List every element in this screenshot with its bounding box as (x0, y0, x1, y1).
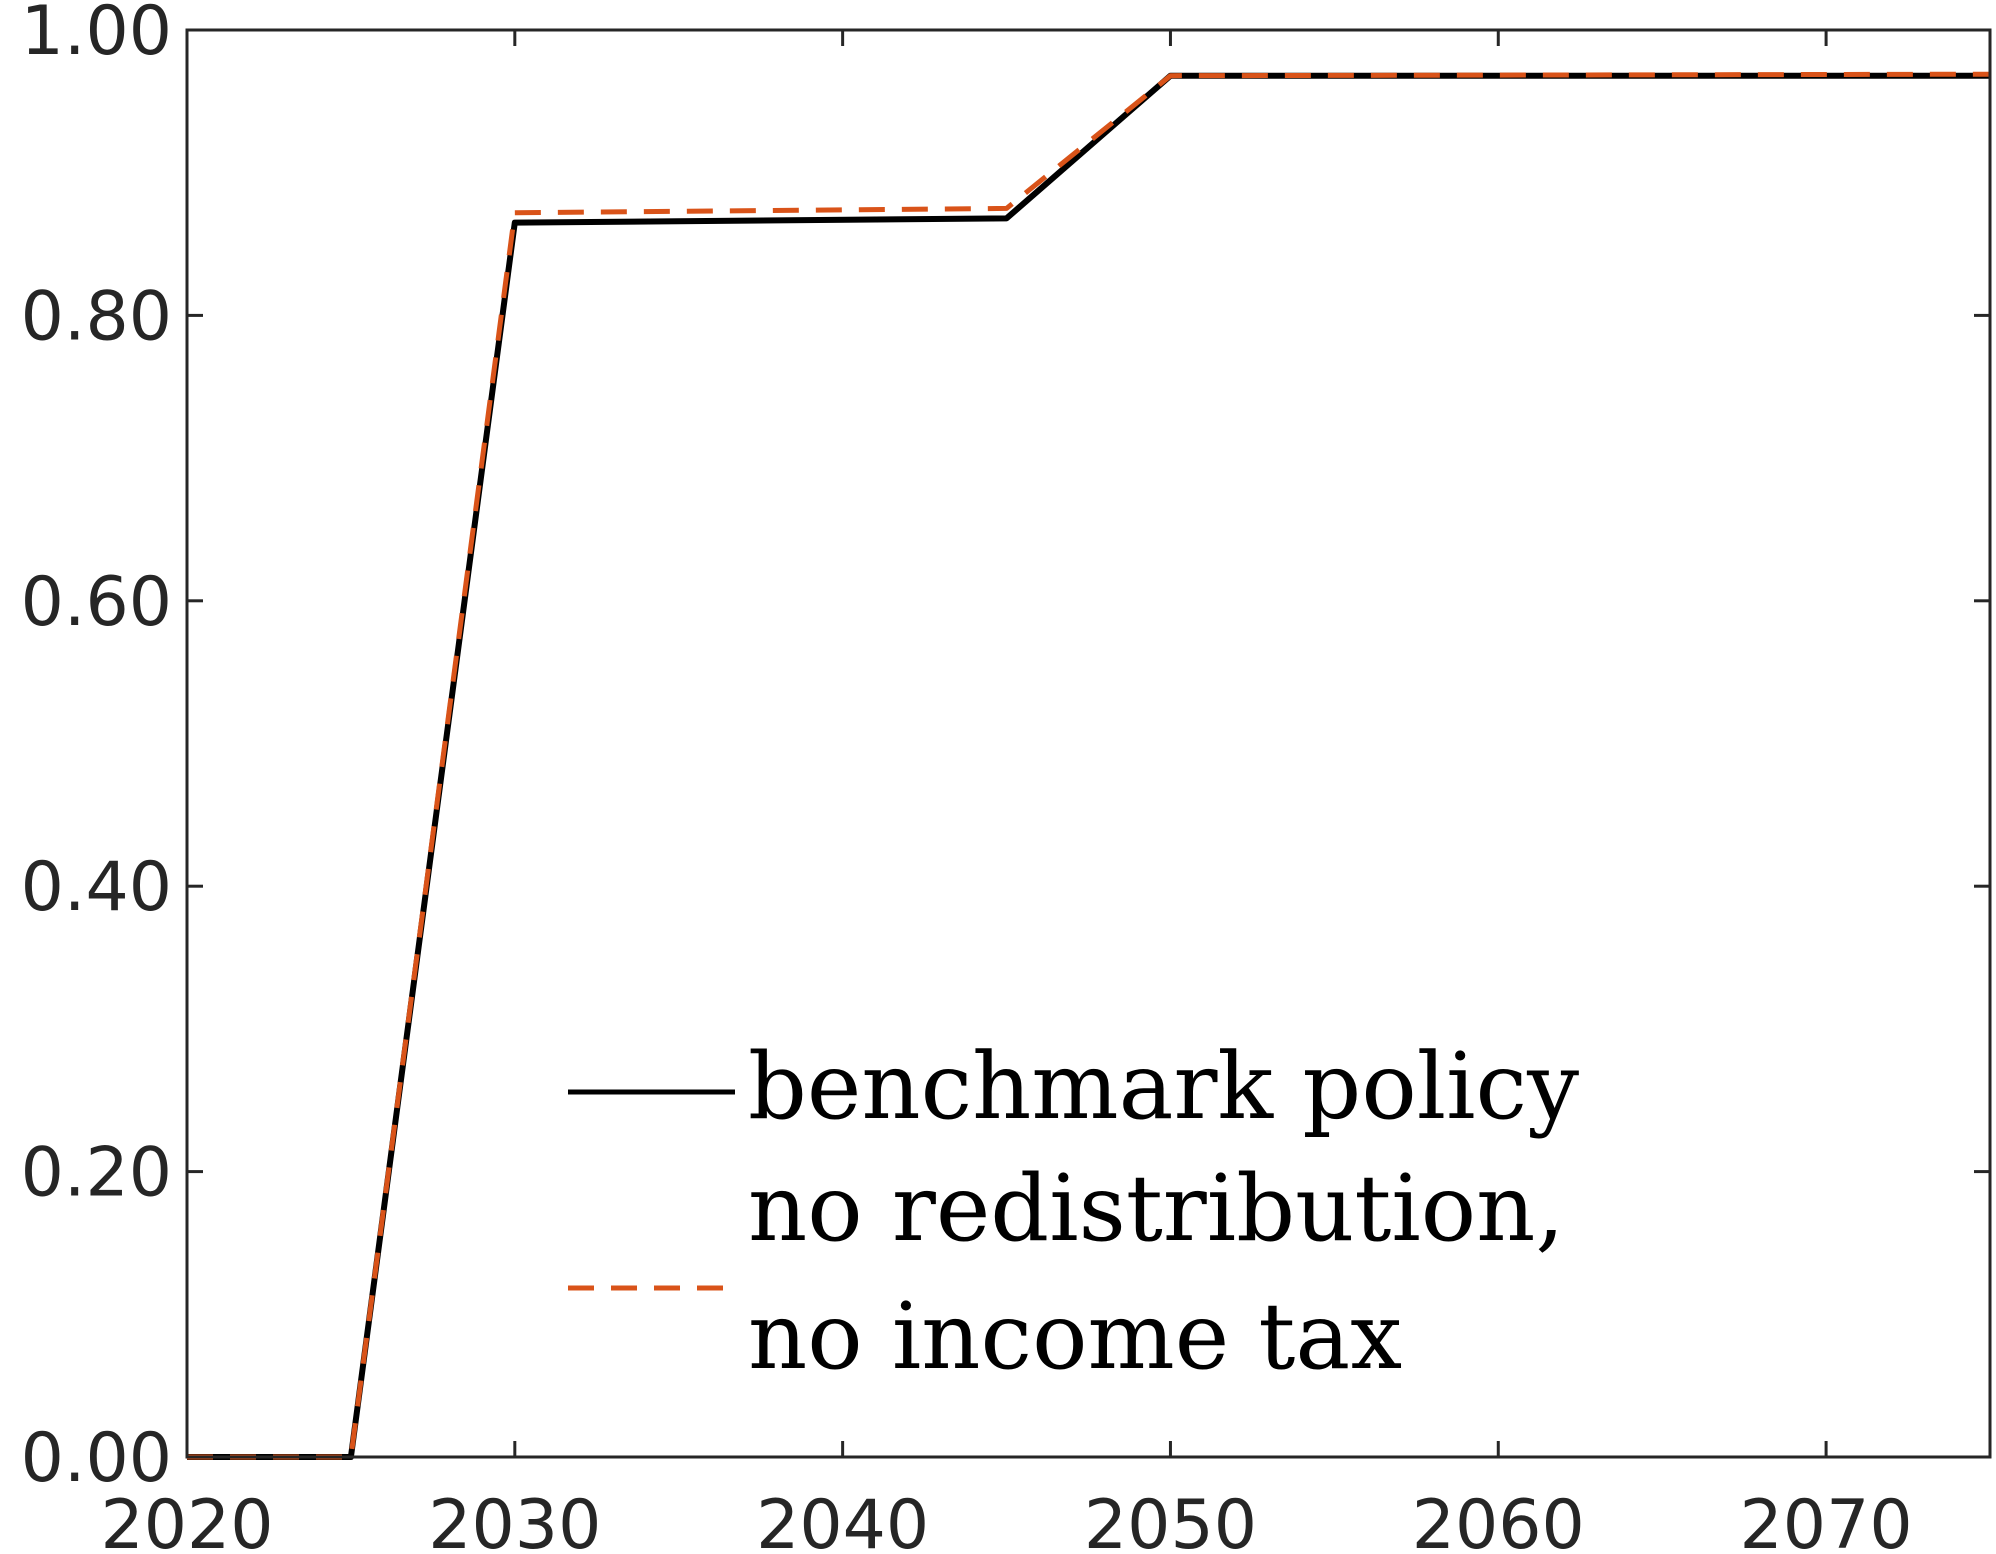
plot-frame (185, 28, 1992, 1459)
y-tick-label: 0.40 (21, 848, 172, 927)
x-tick-label: 2040 (756, 1486, 929, 1554)
legend-label-0: benchmark policy (748, 1033, 1579, 1140)
y-tick-label: 0.60 (21, 563, 172, 642)
legend: benchmark policy no redistribution, no inc… (568, 1033, 1579, 1390)
y-tick-label: 0.80 (21, 277, 172, 356)
tick-layer: 2020 2030 2040 2050 2060 2070 0.00 0.20 0.40 0.60… (21, 0, 1990, 1554)
x-tick-label: 2050 (1084, 1486, 1257, 1554)
x-tick-label: 2030 (428, 1486, 601, 1554)
legend-label-1-line-0: no redistribution, (748, 1155, 1565, 1262)
x-tick-label: 2070 (1740, 1486, 1913, 1554)
y-tick-label: 1.00 (21, 0, 172, 71)
y-tick-label: 0.00 (21, 1419, 172, 1498)
x-tick-label: 2060 (1412, 1486, 1585, 1554)
y-tick-label: 0.20 (21, 1134, 172, 1213)
legend-label-1-line-1: no income tax (748, 1283, 1402, 1390)
x-tick-label: 2020 (100, 1486, 273, 1554)
